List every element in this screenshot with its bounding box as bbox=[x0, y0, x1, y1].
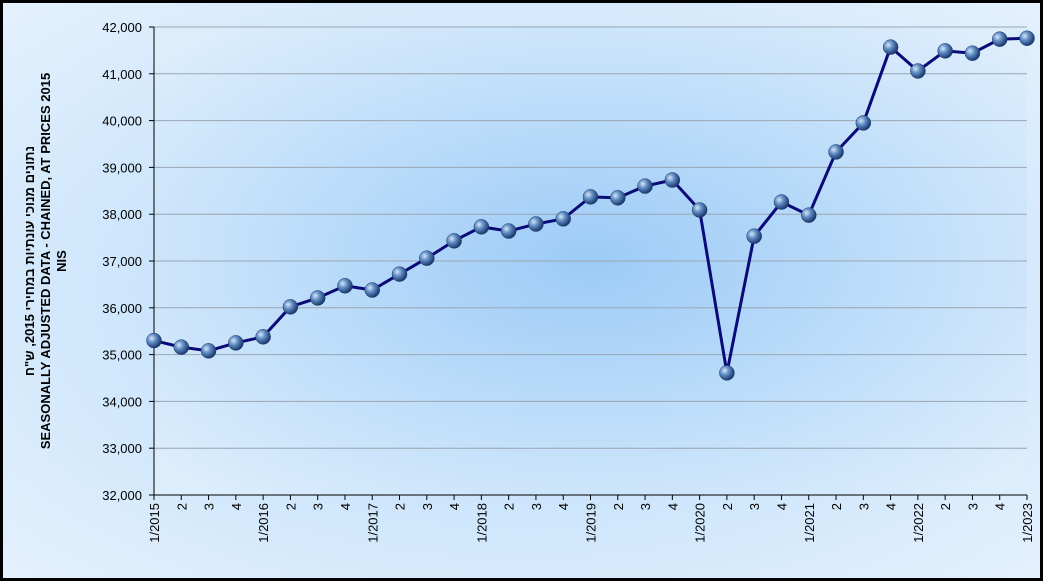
y-tick-label: 37,000 bbox=[102, 254, 142, 269]
marker bbox=[337, 278, 353, 294]
marker bbox=[855, 115, 872, 131]
y-tick-label: 41,000 bbox=[102, 67, 142, 82]
y-tick-label: 39,000 bbox=[102, 160, 142, 175]
y-tick-label: 42,000 bbox=[102, 20, 142, 35]
marker bbox=[555, 211, 571, 227]
marker bbox=[282, 299, 299, 315]
x-tick-label: 2 bbox=[502, 503, 517, 510]
marker bbox=[228, 335, 244, 351]
marker bbox=[991, 31, 1008, 47]
marker bbox=[719, 365, 735, 381]
x-tick-label: 4 bbox=[556, 503, 571, 510]
marker bbox=[801, 207, 817, 223]
x-tick-label: 4 bbox=[665, 503, 680, 510]
y-axis-title-line: SEASONALLY ADJUSTED DATA - CHAINED, AT P… bbox=[38, 73, 53, 449]
marker bbox=[255, 329, 271, 345]
marker bbox=[146, 332, 162, 349]
y-tick-label: 40,000 bbox=[102, 114, 142, 129]
marker bbox=[582, 189, 599, 205]
marker bbox=[882, 39, 899, 55]
x-tick-label: 1/2015 bbox=[147, 503, 162, 543]
marker bbox=[828, 144, 844, 160]
marker bbox=[446, 233, 462, 249]
x-tick-label: 3 bbox=[202, 503, 217, 510]
x-tick-label: 2 bbox=[938, 503, 953, 510]
marker bbox=[664, 172, 681, 188]
y-axis-title: נתונים מנוכי עונתיות במחירי 2015, ש"ח SEA… bbox=[22, 73, 69, 449]
x-tick-label: 2 bbox=[174, 503, 189, 510]
marker bbox=[610, 190, 626, 206]
x-tick-label: 4 bbox=[338, 503, 353, 510]
x-tick-label: 1/2020 bbox=[693, 503, 708, 543]
marker bbox=[364, 282, 380, 298]
x-tick-label: 4 bbox=[774, 503, 789, 510]
marker bbox=[964, 45, 981, 61]
marker bbox=[910, 63, 926, 79]
marker bbox=[391, 266, 408, 282]
marker bbox=[500, 223, 517, 239]
marker bbox=[1019, 30, 1035, 46]
x-tick-label: 2 bbox=[720, 503, 735, 510]
x-tick-label: 3 bbox=[420, 503, 435, 510]
y-tick-label: 36,000 bbox=[102, 301, 142, 316]
x-tick-label: 1/2021 bbox=[802, 503, 817, 543]
x-tick-label: 4 bbox=[884, 503, 899, 510]
x-tick-label: 3 bbox=[856, 503, 871, 510]
marker bbox=[528, 216, 544, 232]
x-tick-label: 3 bbox=[965, 503, 980, 510]
x-tick-label: 1/2022 bbox=[911, 503, 926, 543]
y-tick-label: 33,000 bbox=[102, 441, 142, 456]
x-tick-label: 4 bbox=[229, 503, 244, 510]
x-tick-label: 3 bbox=[638, 503, 653, 510]
y-tick-label: 38,000 bbox=[102, 207, 142, 222]
x-tick-label: 3 bbox=[311, 503, 326, 510]
x-tick-label: 2 bbox=[829, 503, 844, 510]
marker bbox=[309, 290, 326, 306]
x-tick-label: 2 bbox=[283, 503, 298, 510]
x-tick-label: 3 bbox=[747, 503, 762, 510]
y-tick-label: 32,000 bbox=[102, 488, 142, 503]
x-tick-label: 1/2018 bbox=[474, 503, 489, 543]
marker bbox=[173, 339, 190, 355]
marker bbox=[773, 194, 790, 210]
marker bbox=[637, 178, 653, 194]
x-tick-label: 1/2016 bbox=[256, 503, 271, 543]
x-tick-label: 4 bbox=[993, 503, 1008, 510]
x-tick-label: 2 bbox=[611, 503, 626, 510]
y-tick-label: 34,000 bbox=[102, 394, 142, 409]
marker bbox=[419, 250, 435, 266]
x-tick-label: 1/2023 bbox=[1020, 503, 1035, 543]
x-tick-label: 1/2017 bbox=[365, 503, 380, 543]
marker bbox=[746, 228, 762, 244]
marker bbox=[200, 343, 217, 359]
x-tick-label: 3 bbox=[529, 503, 544, 510]
marker bbox=[691, 202, 708, 218]
y-tick-label: 35,000 bbox=[102, 348, 142, 363]
y-axis-title-line: NIS bbox=[54, 250, 69, 272]
x-tick-label: 4 bbox=[447, 503, 462, 510]
marker bbox=[473, 219, 490, 235]
y-axis-title-line: נתונים מנוכי עונתיות במחירי 2015, ש"ח bbox=[22, 146, 37, 376]
marker bbox=[937, 43, 953, 59]
x-tick-label: 2 bbox=[393, 503, 408, 510]
x-tick-label: 1/2019 bbox=[584, 503, 599, 543]
